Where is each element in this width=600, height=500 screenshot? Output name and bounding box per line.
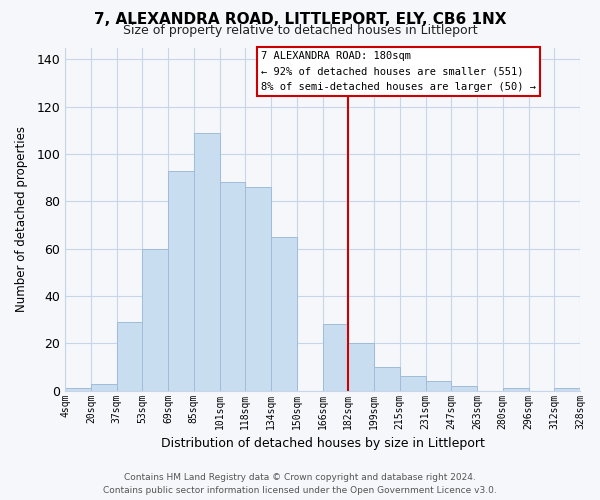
Text: 7 ALEXANDRA ROAD: 180sqm
← 92% of detached houses are smaller (551)
8% of semi-d: 7 ALEXANDRA ROAD: 180sqm ← 92% of detach… [261,51,536,92]
Bar [168,170,194,390]
Bar [245,187,271,390]
Bar [194,132,220,390]
Text: Contains HM Land Registry data © Crown copyright and database right 2024.
Contai: Contains HM Land Registry data © Crown c… [103,474,497,495]
Bar [348,344,374,390]
Text: Size of property relative to detached houses in Littleport: Size of property relative to detached ho… [122,24,478,37]
Bar [91,384,116,390]
Bar [554,388,580,390]
Bar [65,388,91,390]
Bar [142,248,168,390]
X-axis label: Distribution of detached houses by size in Littleport: Distribution of detached houses by size … [161,437,484,450]
Bar [116,322,142,390]
Bar [374,367,400,390]
Bar [323,324,348,390]
Bar [503,388,529,390]
Bar [400,376,425,390]
Y-axis label: Number of detached properties: Number of detached properties [15,126,28,312]
Bar [271,237,297,390]
Bar [220,182,245,390]
Bar [451,386,477,390]
Text: 7, ALEXANDRA ROAD, LITTLEPORT, ELY, CB6 1NX: 7, ALEXANDRA ROAD, LITTLEPORT, ELY, CB6 … [94,12,506,28]
Bar [425,381,451,390]
